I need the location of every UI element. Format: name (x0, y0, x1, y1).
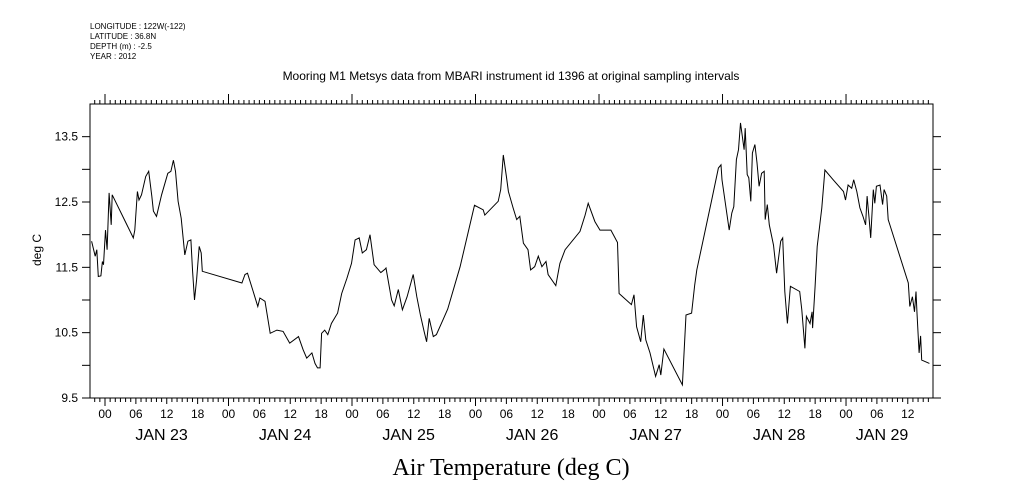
year-label: YEAR : 2012 (90, 52, 137, 61)
x-tick-label: 18 (561, 407, 575, 421)
x-tick-label: 18 (314, 407, 328, 421)
x-tick-label: 12 (901, 407, 915, 421)
x-tick-label: 12 (284, 407, 298, 421)
x-tick-label: 18 (685, 407, 699, 421)
y-axis-label: deg C (30, 234, 44, 266)
y-tick-label: 12.5 (55, 195, 79, 209)
longitude-label: LONGITUDE : 122W(-122) (90, 22, 186, 31)
x-tick-label: 00 (716, 407, 730, 421)
tick-labels: 9.5 10.5 11.5 12.5 13.5 00 06 12 18 00 06 12 18 00 06 1… (55, 130, 915, 444)
y-tick-label: 13.5 (55, 130, 79, 144)
x-tick-label: 06 (870, 407, 884, 421)
x-tick-label: 06 (129, 407, 143, 421)
x-tick-label: 00 (469, 407, 483, 421)
x-tick-label: 12 (778, 407, 792, 421)
x-tick-label: 12 (654, 407, 668, 421)
x-tick-label: 12 (160, 407, 174, 421)
latitude-label: LATITUDE : 36.8N (90, 32, 156, 41)
depth-label: DEPTH (m) : -2.5 (90, 42, 152, 51)
date-label: JAN 23 (135, 427, 188, 444)
date-label: JAN 24 (259, 427, 312, 444)
x-tick-label: 18 (191, 407, 205, 421)
x-tick-label: 18 (808, 407, 822, 421)
x-tick-label: 06 (376, 407, 390, 421)
y-tick-label: 11.5 (56, 260, 79, 274)
x-tick-label: 00 (345, 407, 359, 421)
air-temperature-line (91, 122, 930, 387)
date-label: JAN 27 (629, 427, 682, 444)
axis-ticks (82, 94, 941, 406)
date-label: JAN 28 (753, 427, 806, 444)
x-tick-label: 06 (500, 407, 514, 421)
x-tick-label: 00 (98, 407, 112, 421)
x-tick-label: 12 (407, 407, 421, 421)
date-label: JAN 26 (506, 427, 559, 444)
x-tick-label: 00 (222, 407, 236, 421)
y-tick-label: 9.5 (61, 391, 78, 405)
date-label: JAN 25 (382, 427, 435, 444)
y-tick-label: 10.5 (55, 326, 79, 340)
x-tick-label: 06 (623, 407, 637, 421)
x-axis-title: Air Temperature (deg C) (392, 455, 629, 481)
x-tick-label: 06 (253, 407, 267, 421)
chart-title: Mooring M1 Metsys data from MBARI instru… (283, 69, 740, 83)
x-tick-label: 00 (592, 407, 606, 421)
date-label: JAN 29 (856, 427, 909, 444)
x-tick-label: 18 (438, 407, 452, 421)
x-tick-label: 12 (531, 407, 545, 421)
x-tick-label: 00 (839, 407, 853, 421)
plot-frame (89, 103, 934, 399)
metadata-header: LONGITUDE : 122W(-122) LATITUDE : 36.8N … (90, 22, 186, 61)
x-tick-label: 06 (747, 407, 761, 421)
